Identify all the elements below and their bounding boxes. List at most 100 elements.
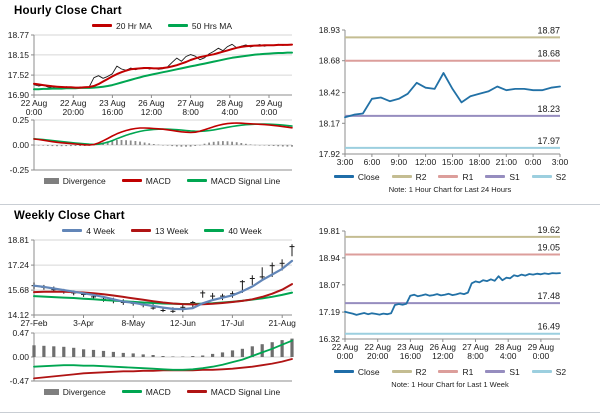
svg-text:18:00: 18:00 [469,157,491,167]
panel-hourly-support-resistance: 18.93 18.68 18.42 18.17 17.92 3:00 6:00 9:00 12:… [300,0,600,204]
legend-label: 13 Week [154,225,189,236]
legend-swatch [485,175,506,178]
svg-text:29 Aug: 29 Aug [256,98,283,108]
legend-label: S1 [509,366,520,377]
svg-text:20:00: 20:00 [367,351,389,361]
svg-text:12:00: 12:00 [415,157,437,167]
legend-item-close: Close [333,366,380,377]
svg-text:3-Apr: 3-Apr [73,318,94,328]
svg-text:17.97: 17.97 [537,136,560,146]
legend-label: S1 [509,171,520,182]
legend-item-divergence: Divergence [43,386,106,397]
svg-text:18.68: 18.68 [319,56,341,66]
legend-item-r1: R1 [438,367,473,377]
legend-label: S2 [555,171,567,182]
legend-swatch [391,370,412,373]
svg-text:9:00: 9:00 [391,157,408,167]
svg-text:18.23: 18.23 [537,104,560,114]
legend-item-s1: S1 [485,366,520,377]
legend-item-macd-signal-line: MACD Signal Line [186,175,281,186]
svg-text:0:00: 0:00 [525,157,542,167]
svg-text:23 Aug: 23 Aug [99,98,126,108]
svg-text:19.62: 19.62 [537,225,560,235]
weekly-price-chart: 18.81 17.24 15.68 14.12 27-Feb 3-Apr 8-May 12-J… [0,237,300,329]
svg-text:16.49: 16.49 [537,322,560,332]
panel-weekly-close: Weekly Close Chart 4 Week 13 Week 40 Week … [0,205,300,412]
legend-swatch [186,179,207,182]
legend-item-s2: S2 [531,366,567,377]
legend-label: 4 Week [86,225,115,236]
legend-item-macd: MACD [121,175,171,186]
legend-label: Divergence [62,386,106,397]
svg-text:12:00: 12:00 [432,351,454,361]
legend-item-20-hr-ma: 20 Hr MA [91,20,152,31]
weekly-sr-legend: Close R2 R1 S1 S2 [300,365,600,378]
svg-text:-0.25: -0.25 [10,165,30,174]
svg-text:12-Jun: 12-Jun [170,318,196,328]
weekly-price-legend: 4 Week 13 Week 40 Week [24,224,300,237]
legend-item-r2: R2 [391,366,427,377]
svg-text:28 Aug: 28 Aug [495,342,522,352]
legend-swatch [485,370,506,373]
svg-text:-0.47: -0.47 [10,376,30,385]
legend-swatch [121,179,142,182]
svg-text:17-Jul: 17-Jul [221,318,244,328]
legend-swatch [531,370,552,373]
legend-label: 20 Hr MA [115,20,152,31]
svg-text:16.90: 16.90 [8,90,30,100]
legend-label: R2 [415,171,427,182]
legend-label: R2 [415,366,427,377]
svg-text:26 Aug: 26 Aug [430,342,457,352]
legend-item-s2: S2 [531,171,567,182]
svg-text:20:00: 20:00 [63,107,85,116]
legend-item-50-hrs-ma: 50 Hrs MA [167,21,232,31]
legend-label: MACD Signal Line [210,175,281,186]
svg-text:19.05: 19.05 [537,243,560,253]
svg-text:27 Aug: 27 Aug [462,342,489,352]
hourly-sr-chart: 18.93 18.68 18.42 18.17 17.92 3:00 6:00 9:00 12:… [300,16,600,170]
svg-text:27-Feb: 27-Feb [21,318,48,328]
svg-text:18.07: 18.07 [319,280,341,290]
legend-swatch [333,175,354,178]
legend-label: Close [357,366,380,377]
hourly-sr-legend: Close R2 R1 S1 S2 [300,170,600,183]
legend-item-4-week: 4 Week [62,226,115,236]
section-divider [0,204,600,205]
legend-swatch [62,229,83,232]
legend-item-13-week: 13 Week [130,225,189,236]
svg-text:8-May: 8-May [121,318,145,328]
legend-item-r1: R1 [438,172,473,182]
svg-text:0:00: 0:00 [261,107,278,116]
legend-swatch [121,390,142,393]
svg-text:18.77: 18.77 [8,32,30,40]
legend-label: S2 [555,366,567,377]
legend-swatch [43,177,59,184]
svg-text:0.47: 0.47 [12,329,29,338]
svg-text:22 Aug: 22 Aug [60,98,87,108]
panel-weekly-support-resistance: 19.81 18.94 18.07 17.19 16.32 22 Aug 0:00 22 Au… [300,205,600,412]
svg-text:17.24: 17.24 [8,260,30,270]
svg-text:27 Aug: 27 Aug [177,98,204,108]
legend-label: 40 Week [228,225,262,236]
legend-item-r2: R2 [391,171,427,182]
svg-text:16:00: 16:00 [102,107,124,116]
legend-swatch [167,24,188,27]
svg-text:4:00: 4:00 [500,351,517,361]
svg-text:17.52: 17.52 [8,70,30,80]
legend-swatch [438,370,459,373]
svg-text:23 Aug: 23 Aug [397,342,424,352]
legend-label: Divergence [62,175,106,186]
legend-swatch [531,175,552,178]
weekly-macd-legend: Divergence MACD MACD Signal Line [24,385,300,398]
svg-text:14.12: 14.12 [8,310,30,320]
legend-label: MACD [145,175,171,186]
svg-text:8:00: 8:00 [467,351,484,361]
svg-text:0.25: 0.25 [12,116,29,125]
svg-text:19.81: 19.81 [319,226,341,236]
svg-text:28 Aug: 28 Aug [217,98,244,108]
legend-label: R1 [462,366,474,377]
svg-text:0.00: 0.00 [12,352,29,362]
weekly-sr-chart: 19.81 18.94 18.07 17.19 16.32 22 Aug 0:00 22 Au… [300,223,600,365]
svg-text:22 Aug: 22 Aug [21,98,48,108]
